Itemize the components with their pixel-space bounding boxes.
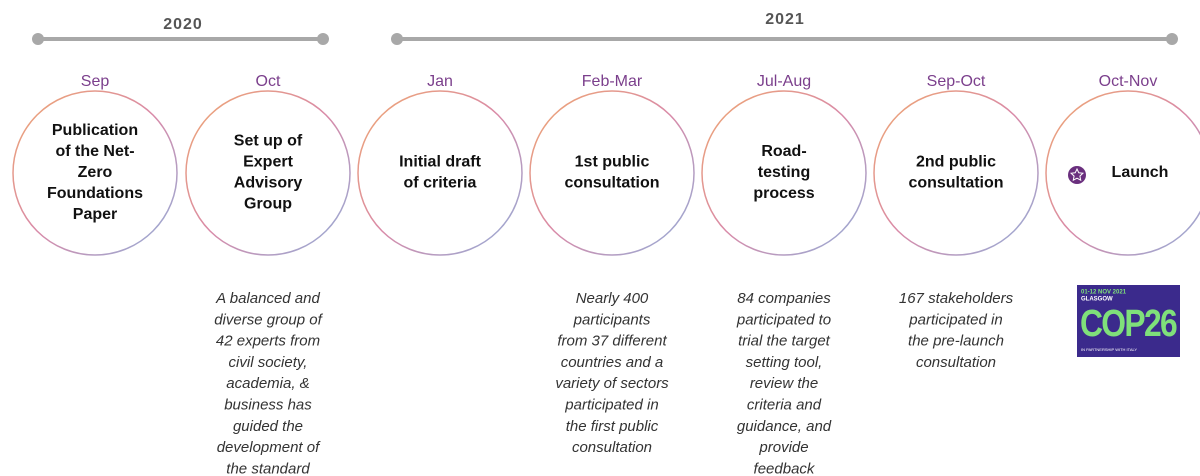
milestone-title: Zero — [78, 164, 113, 181]
milestone-description: the standard — [226, 460, 310, 476]
period-label: Oct-Nov — [1099, 73, 1158, 90]
milestone-description: diverse group of — [214, 311, 323, 328]
logo-city: GLASGOW — [1081, 297, 1113, 303]
milestone-title: Expert — [243, 154, 293, 171]
period-label: Sep — [81, 73, 110, 90]
milestone-description: variety of sectors — [555, 375, 669, 392]
milestone-description: business has — [224, 396, 312, 413]
period-label: Oct — [256, 73, 281, 90]
milestone-title: Publication — [52, 122, 138, 139]
milestone-title: Paper — [73, 206, 117, 223]
milestone-title: Foundations — [47, 185, 143, 202]
milestone-description: setting tool, — [746, 354, 823, 371]
milestone-description: countries and a — [561, 354, 664, 371]
year-bar-2020 — [32, 33, 329, 45]
milestone-title: testing — [758, 164, 810, 181]
milestone-ring — [357, 90, 523, 256]
milestone-ring — [12, 90, 178, 256]
cop26-logo: 01-12 NOV 2021 GLASGOW COP26 IN PARTNERS… — [1077, 285, 1180, 357]
milestone-ring — [701, 90, 867, 256]
year-bg — [742, 9, 828, 31]
period-label: Sep-Oct — [927, 73, 986, 90]
milestone-title: 2nd public — [916, 154, 996, 171]
milestone-description: criteria and — [747, 396, 822, 413]
year-label: 2020 — [163, 16, 203, 33]
milestone-description: provide — [758, 439, 808, 456]
milestone-title: Advisory — [234, 175, 303, 192]
milestone-description: participated in — [908, 311, 1002, 328]
milestone-title: Group — [244, 196, 292, 213]
milestone-description: consultation — [916, 354, 996, 371]
period-label: Jan — [427, 73, 453, 90]
milestone-description: feedback — [754, 460, 816, 476]
milestone-description: 42 experts from — [216, 333, 320, 350]
milestone-title: Launch — [1112, 164, 1169, 181]
milestone-ring — [873, 90, 1039, 256]
milestone-title: consultation — [908, 175, 1003, 192]
logo-name: COP26 — [1080, 303, 1177, 345]
milestone-description: the pre-launch — [908, 333, 1004, 350]
milestone-description: academia, & — [226, 375, 309, 392]
milestone-description: guidance, and — [737, 418, 832, 435]
milestone-title: consultation — [564, 175, 659, 192]
milestone-ring — [529, 90, 695, 256]
milestone-ring — [1045, 90, 1200, 256]
milestone-description: 167 stakeholders — [899, 290, 1014, 307]
milestone-ring — [185, 90, 351, 256]
milestone-title: Road- — [761, 143, 806, 160]
milestone-description: consultation — [572, 439, 652, 456]
milestone-description: 84 companies — [737, 290, 831, 307]
milestone-description: from 37 different — [557, 333, 667, 350]
logo-partner: IN PARTNERSHIP WITH ITALY — [1081, 347, 1137, 352]
period-label: Feb-Mar — [582, 73, 643, 90]
milestone-title: Initial draft — [399, 154, 481, 171]
milestone-description: guided the — [233, 418, 303, 435]
milestone-title: of criteria — [404, 175, 477, 192]
milestone-description: civil society, — [229, 354, 308, 371]
logo-dates: 01-12 NOV 2021 — [1081, 290, 1127, 296]
period-label: Jul-Aug — [757, 73, 811, 90]
year-bar-2021 — [391, 33, 1178, 45]
milestone-title: Set up of — [234, 133, 303, 150]
year-label: 2021 — [765, 11, 805, 28]
milestone-description: development of — [217, 439, 321, 456]
milestone-description: trial the target — [738, 333, 831, 350]
milestone-description: review the — [750, 375, 818, 392]
milestone-title: process — [753, 185, 814, 202]
milestone-title: 1st public — [575, 154, 650, 171]
milestone-description: participants — [573, 311, 651, 328]
milestone-description: A balanced and — [215, 290, 320, 307]
year-bg — [140, 14, 226, 36]
milestone-description: Nearly 400 — [576, 290, 649, 307]
milestone-title: of the Net- — [55, 143, 134, 160]
milestone-description: the first public — [566, 418, 659, 435]
milestone-description: participated in — [564, 396, 658, 413]
launch-icon — [1068, 166, 1086, 184]
launch-star — [1069, 167, 1085, 182]
milestone-description: participated to — [736, 311, 831, 328]
